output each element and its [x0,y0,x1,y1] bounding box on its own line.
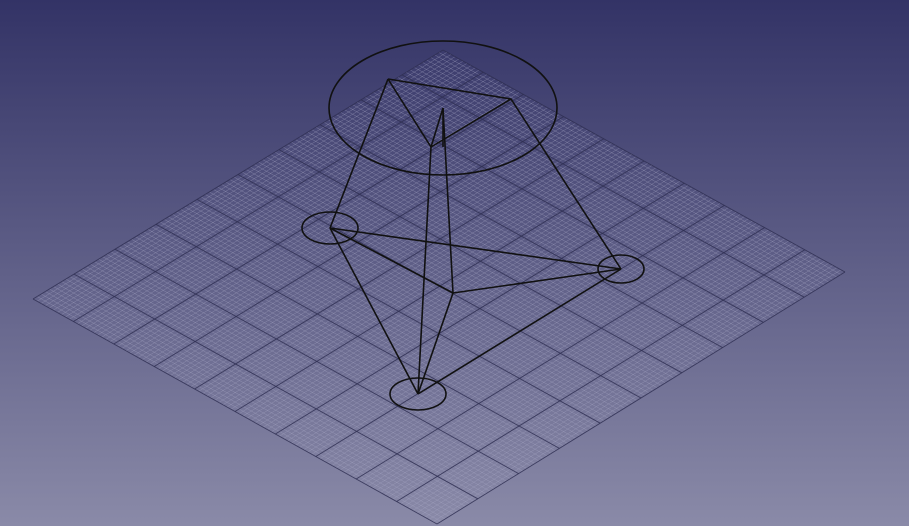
top-circle[interactable] [328,40,558,176]
leg-edge-right[interactable] [510,98,622,270]
grid-major-lines [32,49,846,525]
left-foot-circle[interactable] [301,211,359,245]
grid-major-line [275,182,685,435]
top-inner-edge[interactable] [430,107,444,148]
grid-major-line [278,149,683,374]
grid-major-line [396,249,806,502]
base-edge-right-front[interactable] [417,268,622,395]
right-foot-circle[interactable] [597,254,645,284]
grid-major-line [442,49,846,273]
wireframe-model[interactable] [301,40,645,411]
grid-major-line [319,124,723,348]
spoke-left-center[interactable] [329,227,454,294]
leg-edge-left[interactable] [329,78,389,229]
center-vertical-edge[interactable] [442,107,454,294]
front-foot-circle[interactable] [389,377,447,411]
grid-major-line [360,99,764,323]
top-triangle-edge-a[interactable] [387,78,512,148]
grid-major-line [436,271,846,525]
grid-major-line [355,227,765,480]
base-edge-left-front[interactable] [329,227,419,395]
spoke-right-center[interactable] [452,268,622,294]
spoke-front-center[interactable] [417,292,454,395]
base-edge-left-right[interactable] [329,227,622,270]
grid-major-line [401,74,805,298]
leg-edge-front[interactable] [417,146,432,395]
